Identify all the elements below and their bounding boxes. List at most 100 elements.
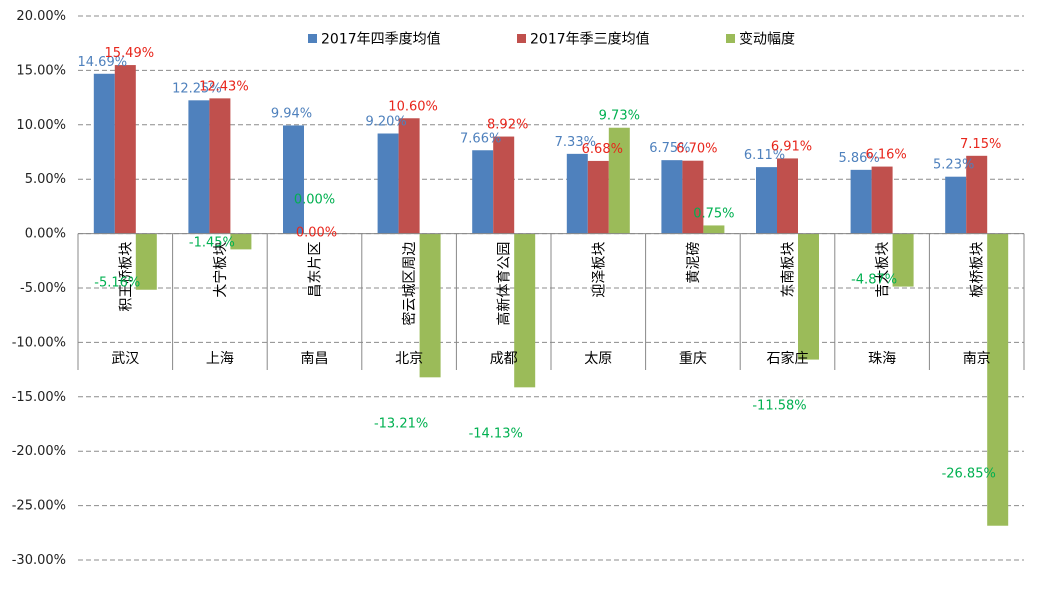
legend-swatch-change (726, 34, 735, 43)
bar-q3 (493, 136, 515, 234)
bar-change (230, 233, 252, 250)
bar-q3 (777, 158, 798, 234)
y-tick-label: 10.00% (16, 118, 66, 133)
city-label: 南京 (963, 351, 991, 367)
bar-q3 (114, 65, 136, 234)
bar-q4 (945, 176, 967, 234)
y-tick-label: -20.00% (12, 444, 66, 459)
data-label-change: 0.75% (693, 206, 734, 221)
data-label-q4: 9.20% (365, 115, 406, 130)
data-label-q3: 8.92% (487, 118, 528, 133)
x-tick-label: 高新体育公园 (496, 242, 513, 326)
data-label-change: 0.00% (294, 193, 335, 208)
data-label-q4: 7.33% (555, 135, 596, 150)
y-tick-label: 5.00% (25, 172, 66, 187)
data-label-q4: 5.86% (838, 151, 879, 166)
data-label-q3: 15.49% (105, 46, 155, 61)
bar-q3 (209, 98, 231, 234)
data-label-change: -5.16% (94, 276, 140, 291)
bar-q4 (472, 150, 494, 234)
bar-change (798, 233, 819, 360)
data-label-change: -1.45% (189, 235, 235, 250)
data-label-change: -26.85% (942, 467, 996, 482)
city-label: 珠海 (868, 351, 896, 367)
legend-label-q3: 2017年季三度均值 (530, 32, 650, 48)
bar-q4 (566, 153, 588, 234)
bar-change (608, 127, 630, 234)
bar-change (703, 225, 725, 234)
x-tick-label: 黄泥磅 (685, 242, 702, 284)
y-tick-label: -10.00% (12, 335, 66, 350)
legend-swatch-q3 (517, 34, 526, 43)
x-tick-label: 昌东片区 (308, 242, 324, 298)
city-label: 太原 (584, 351, 612, 367)
y-tick-label: 15.00% (16, 63, 66, 78)
bar-change (514, 233, 536, 388)
city-label: 南昌 (301, 351, 329, 367)
data-label-q4: 6.75% (649, 141, 690, 156)
city-label: 北京 (395, 351, 423, 367)
data-label-q3: 7.15% (960, 137, 1001, 152)
data-label-q3: 6.91% (771, 139, 812, 154)
bar-change (419, 233, 441, 378)
city-label: 武汉 (111, 351, 139, 367)
data-label-q4: 5.23% (933, 158, 974, 173)
data-label-q3: 12.43% (199, 79, 249, 94)
data-label-q4: 9.94% (271, 106, 312, 121)
city-label: 重庆 (679, 351, 707, 367)
data-label-change: -11.58% (752, 399, 806, 414)
x-tick-label: 密云城区周边 (401, 242, 418, 326)
data-label-change: -13.21% (374, 416, 428, 431)
bar-q4 (188, 100, 210, 234)
bar-q4 (850, 169, 872, 234)
legend: 2017年四季度均值 2017年季三度均值 变动幅度 (308, 32, 795, 48)
data-label-q4: 6.11% (744, 148, 785, 163)
bar-q4 (93, 73, 115, 234)
bar-q3 (871, 166, 893, 234)
bars-layer (93, 65, 1009, 526)
data-labels-layer: 14.69%15.49% -5.16% 12.25%12.43% -1.45% 9.94… (78, 46, 1002, 482)
legend-label-q4: 2017年四季度均值 (321, 32, 441, 48)
y-tick-label: -30.00% (12, 553, 66, 568)
y-tick-label: -15.00% (12, 390, 66, 405)
data-label-q3: 0.00% (296, 226, 337, 241)
bar-change (892, 233, 914, 287)
data-label-q4: 14.69% (78, 55, 128, 70)
bar-q4 (377, 133, 399, 234)
y-tick-label: 0.00% (25, 227, 66, 242)
bar-q3 (966, 155, 988, 234)
city-label: 成都 (490, 351, 518, 367)
bar-change (987, 233, 1009, 526)
bar-change (135, 233, 157, 290)
city-label: 石家庄 (767, 350, 809, 367)
x-tick-label: 东南板块 (781, 242, 797, 298)
x-tick-label: 大宁板块 (212, 242, 229, 298)
data-label-q3: 6.16% (865, 148, 906, 163)
y-tick-label: 20.00% (16, 9, 66, 24)
y-tick-label: -25.00% (12, 499, 66, 514)
x-tick-label: 吉大板块 (875, 242, 891, 298)
bar-q4 (661, 160, 683, 234)
data-label-q3: 6.68% (582, 142, 623, 157)
data-label-q4: 12.25% (172, 81, 222, 96)
bar-q3 (398, 118, 420, 234)
data-label-q3: 6.70% (676, 142, 717, 157)
bar-q4 (283, 125, 304, 234)
bar-q3 (682, 160, 704, 234)
axis-layer: -30.00% -25.00% -20.00% -15.00% -10.00% -5.00… (12, 9, 1025, 568)
x-tick-label: 迎泽板块 (591, 242, 607, 298)
bar-q3 (587, 160, 609, 234)
city-label: 上海 (206, 351, 234, 367)
x-tick-label: 积王桥板块 (118, 242, 134, 312)
legend-label-change: 变动幅度 (739, 32, 795, 48)
data-label-change: -4.87% (851, 273, 897, 288)
data-label-change: 9.73% (599, 109, 640, 124)
x-tick-label: 板桥板块 (970, 242, 986, 298)
bar-q4 (756, 167, 777, 234)
data-label-change: -14.13% (469, 426, 523, 441)
legend-swatch-q4 (308, 34, 317, 43)
data-label-q3: 10.60% (388, 99, 438, 114)
y-tick-label: -5.00% (20, 281, 66, 296)
data-label-q4: 7.66% (460, 131, 501, 146)
